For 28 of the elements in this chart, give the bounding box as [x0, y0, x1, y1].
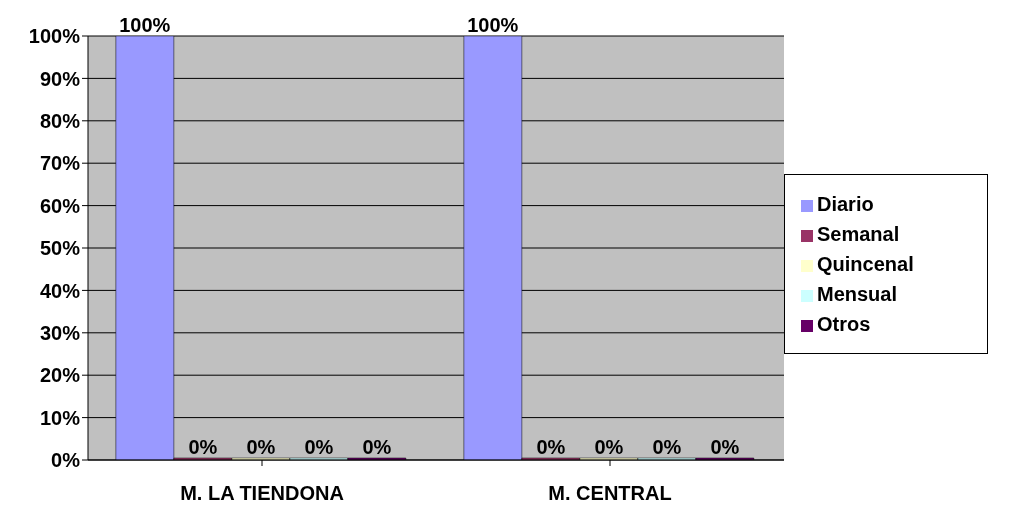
y-tick-label: 20% [39, 364, 81, 387]
x-tick-label: M. CENTRAL [548, 482, 672, 505]
y-tick-label: 10% [39, 406, 81, 429]
data-label: 0% [188, 436, 218, 458]
data-label: 0% [652, 436, 682, 458]
y-tick-label: 60% [39, 194, 81, 217]
legend-label: Diario [817, 193, 874, 215]
data-label: 0% [536, 436, 566, 458]
y-tick-label: 70% [39, 152, 81, 175]
legend-label: Semanal [817, 223, 900, 245]
data-label: 0% [594, 436, 624, 458]
y-tick-label: 30% [39, 321, 81, 344]
data-label: 100% [467, 14, 519, 36]
legend-label: Otros [817, 313, 871, 335]
data-label: 0% [362, 436, 392, 458]
legend-label: Quincenal [817, 253, 914, 275]
y-tick-label: 50% [39, 237, 81, 260]
data-label: 100% [119, 14, 171, 36]
data-label: 0% [304, 436, 334, 458]
data-label: 0% [246, 436, 276, 458]
y-tick-label: 80% [39, 109, 81, 132]
x-tick-label: M. LA TIENDONA [180, 482, 344, 505]
y-tick-label: 0% [51, 449, 81, 472]
y-tick-label: 90% [39, 67, 81, 90]
y-tick-label: 40% [39, 279, 81, 302]
data-label: 0% [710, 436, 740, 458]
y-tick-label: 100% [28, 25, 81, 48]
legend-label: Mensual [817, 283, 898, 305]
